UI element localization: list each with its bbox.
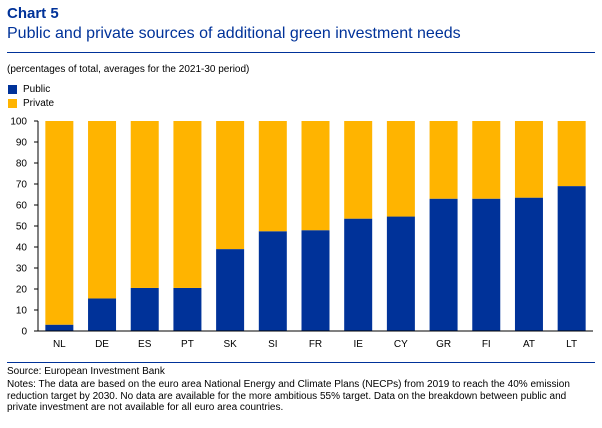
x-tick-label: AT	[523, 339, 535, 350]
bar-private-nl	[45, 121, 74, 325]
bar-private-lt	[557, 121, 586, 187]
y-tick-label: 40	[16, 243, 28, 254]
bar-private-es	[130, 121, 159, 288]
x-tick-label: PT	[181, 339, 194, 350]
bar-public-fr	[301, 230, 330, 331]
bar-private-sk	[216, 121, 245, 250]
bar-private-de	[88, 121, 117, 299]
chart-title: Public and private sources of additional…	[7, 25, 461, 42]
y-tick-label: 90	[16, 138, 28, 149]
x-tick-label: GR	[436, 339, 451, 350]
y-tick-label: 20	[16, 285, 28, 296]
stacked-bar-chart: 0 10 20 30 40 50 60 70 80 90 100 NL DE ES PT SK SI FR IE CY…	[10, 117, 593, 350]
bar-private-pt	[173, 121, 202, 288]
bar-public-pt	[173, 287, 202, 331]
bar-public-lt	[557, 186, 586, 331]
source-note: Source: European Investment Bank	[7, 366, 165, 377]
bar-private-gr	[429, 121, 458, 199]
bar-public-at	[514, 197, 543, 331]
bar-public-es	[130, 287, 159, 331]
y-tick-label: 0	[21, 327, 27, 338]
bar-public-fi	[472, 198, 501, 331]
x-tick-label: ES	[138, 339, 152, 350]
y-tick-label: 80	[16, 159, 28, 170]
bar-public-ie	[344, 218, 373, 331]
legend-item-public: Public	[8, 82, 54, 96]
bar-public-sk	[216, 249, 245, 331]
y-tick-label: 70	[16, 180, 28, 191]
legend-swatch-public	[8, 84, 17, 94]
y-tick-label: 50	[16, 222, 28, 233]
x-tick-label: FI	[482, 339, 491, 350]
bar-public-cy	[386, 216, 415, 331]
bar-private-si	[258, 121, 287, 232]
y-tick-label: 100	[10, 117, 27, 128]
bar-private-cy	[386, 121, 415, 217]
legend-label-private: Private	[23, 97, 55, 109]
x-tick-label: LT	[566, 339, 577, 350]
x-tick-label: IE	[353, 339, 363, 350]
bottom-divider	[7, 362, 595, 363]
x-tick-label: SI	[268, 339, 277, 350]
y-tick-label: 10	[16, 306, 28, 317]
bar-private-ie	[344, 121, 373, 219]
x-tick-label: SK	[223, 339, 237, 350]
x-tick-label: CY	[394, 339, 408, 350]
chart-label: Chart 5	[7, 5, 59, 22]
bar-public-si	[258, 231, 287, 331]
bar-public-nl	[45, 324, 74, 331]
x-tick-label: NL	[53, 339, 66, 350]
y-tick-label: 30	[16, 264, 28, 275]
x-tick-label: DE	[95, 339, 109, 350]
x-tick-label: FR	[309, 339, 322, 350]
bar-public-de	[88, 298, 117, 331]
y-tick-label: 60	[16, 201, 28, 212]
bar-public-gr	[429, 198, 458, 331]
chart-subtitle: (percentages of total, averages for the …	[7, 64, 250, 75]
legend-label-public: Public	[23, 83, 51, 95]
bar-private-fr	[301, 121, 330, 231]
bar-private-fi	[472, 121, 501, 199]
legend: Public Private	[8, 82, 54, 110]
top-divider	[7, 52, 595, 53]
notes-text: Notes: The data are based on the euro ar…	[7, 379, 570, 413]
legend-swatch-private	[8, 98, 17, 108]
bar-private-at	[514, 121, 543, 198]
legend-item-private: Private	[8, 96, 54, 110]
